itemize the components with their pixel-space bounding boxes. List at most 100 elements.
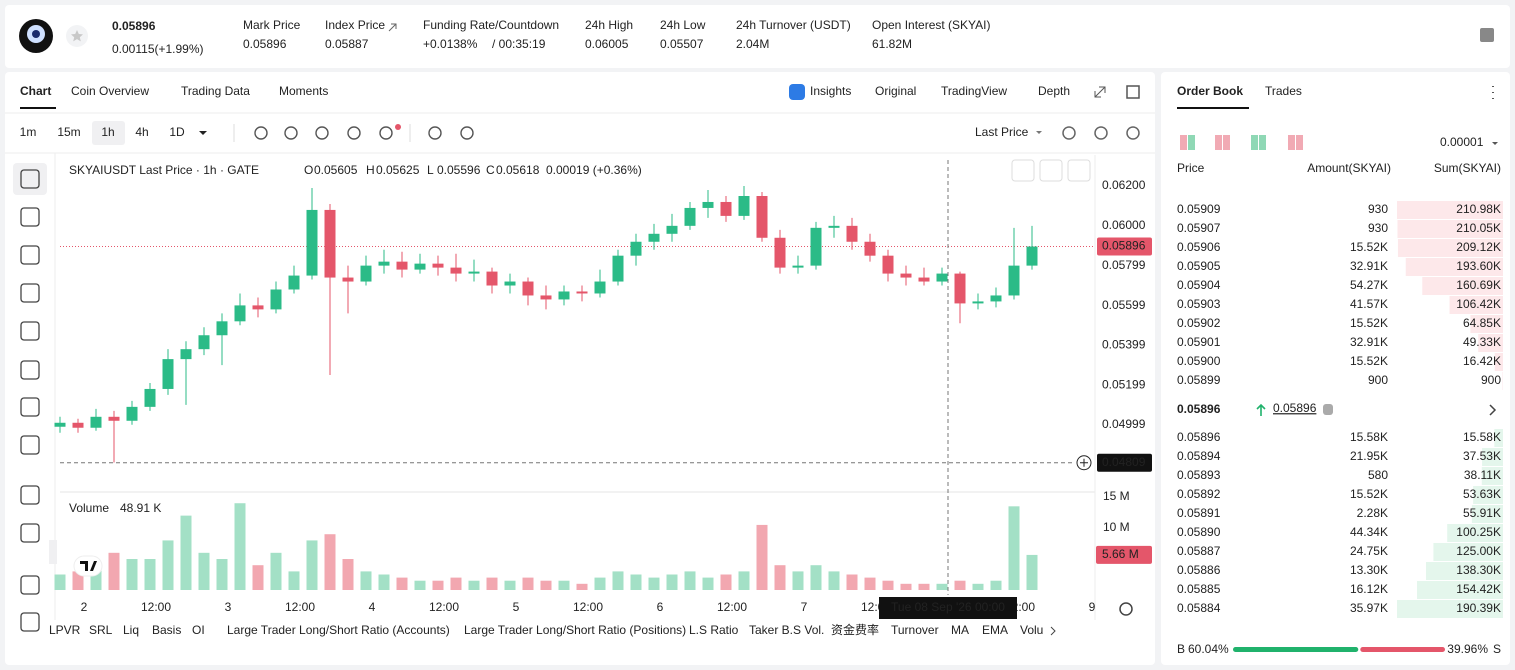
indicator-tab[interactable]: MA — [951, 623, 969, 637]
drawing-tool[interactable] — [20, 283, 40, 303]
chart-tab[interactable]: Trading Data — [181, 84, 250, 98]
toolbar-icon[interactable] — [284, 126, 298, 140]
toolbar-icon[interactable] — [379, 126, 393, 140]
indicator-tab[interactable]: Liq — [123, 623, 139, 637]
toolbar-icon[interactable] — [347, 126, 361, 140]
book-price[interactable]: 0.05909 — [1177, 202, 1221, 216]
book-view-icon[interactable] — [1296, 135, 1303, 150]
indicator-tab[interactable]: Taker B.S Vol. — [749, 623, 824, 637]
indicator-tab[interactable]: Volu — [1020, 623, 1043, 637]
chart-button[interactable] — [1067, 159, 1091, 182]
toolbar-icon[interactable] — [1094, 126, 1108, 140]
book-price[interactable]: 0.05899 — [1177, 373, 1221, 387]
stat-label[interactable]: Index Price — [325, 18, 385, 32]
book-price[interactable]: 0.05906 — [1177, 240, 1221, 254]
crosshair-add-plus — [1080, 458, 1088, 467]
view-tab[interactable]: Depth — [1038, 84, 1070, 98]
indicator-tab[interactable]: OI — [192, 623, 205, 637]
book-view-icon[interactable] — [1259, 135, 1266, 150]
book-price[interactable]: 0.05886 — [1177, 563, 1221, 577]
toolbar-icon[interactable] — [254, 126, 268, 140]
book-price[interactable]: 0.05885 — [1177, 582, 1221, 596]
book-view-icon[interactable] — [1215, 135, 1222, 150]
indicator-tab[interactable]: Large Trader Long/Short Ratio (Positions… — [464, 623, 686, 637]
stat-label[interactable]: Open Interest (SKYAI) — [872, 18, 991, 32]
drawing-tool[interactable] — [20, 169, 40, 189]
book-view-icon[interactable] — [1223, 135, 1230, 150]
order-book-tab[interactable]: Order Book — [1177, 84, 1243, 98]
chart-button[interactable] — [1011, 159, 1035, 182]
chart-button[interactable] — [1039, 159, 1063, 182]
depth-bar — [1397, 201, 1503, 219]
indicator-tab[interactable]: LPVR — [49, 623, 81, 637]
indicator-tab[interactable]: SRL — [89, 623, 113, 637]
indicator-tab[interactable]: EMA — [982, 623, 1008, 637]
interval-button[interactable]: 4h — [135, 125, 148, 139]
interval-button[interactable]: 1h — [101, 125, 114, 139]
price-source-select[interactable]: Last Price — [975, 125, 1029, 139]
drawing-tool[interactable] — [20, 397, 40, 417]
toolbar-icon[interactable] — [1126, 126, 1140, 140]
toolbar-icon[interactable] — [460, 126, 474, 140]
indicator-tab[interactable]: L.S Ratio — [689, 623, 739, 637]
view-tab[interactable]: Original — [875, 84, 916, 98]
book-price[interactable]: 0.05904 — [1177, 278, 1221, 292]
drawing-tool[interactable] — [20, 485, 40, 505]
view-tab[interactable]: Insights — [810, 84, 851, 98]
book-view-icon[interactable] — [1188, 135, 1195, 150]
indicator-tab[interactable]: Turnover — [891, 623, 939, 637]
book-price[interactable]: 0.05903 — [1177, 297, 1221, 311]
drawing-tool[interactable] — [20, 360, 40, 380]
precision-select[interactable]: 0.00001 — [1440, 135, 1484, 149]
window-icon[interactable] — [1126, 85, 1140, 99]
stat-label[interactable]: 24h Turnover (USDT) — [736, 18, 851, 32]
drawing-tool[interactable] — [20, 612, 40, 632]
notes-icon[interactable] — [1480, 28, 1494, 42]
volume-tag-text: 5.66 M — [1102, 547, 1139, 561]
indicator-tab[interactable]: Large Trader Long/Short Ratio (Accounts) — [227, 623, 450, 637]
drawing-tool[interactable] — [20, 321, 40, 341]
book-price[interactable]: 0.05893 — [1177, 468, 1221, 482]
book-price[interactable]: 0.05892 — [1177, 487, 1221, 501]
chart-tab[interactable]: Chart — [20, 84, 51, 98]
settings-icon[interactable] — [1119, 602, 1133, 616]
toolbar-icon[interactable] — [1062, 126, 1076, 140]
book-price[interactable]: 0.05902 — [1177, 316, 1221, 330]
indicator-scroll[interactable] — [1050, 626, 1056, 636]
book-price[interactable]: 0.05905 — [1177, 259, 1221, 273]
book-price[interactable]: 0.05900 — [1177, 354, 1221, 368]
drawing-tool[interactable] — [20, 245, 40, 265]
book-price[interactable]: 0.05896 — [1177, 430, 1221, 444]
order-book-tab[interactable]: Trades — [1265, 84, 1302, 98]
interval-button[interactable]: 15m — [57, 125, 80, 139]
book-view-icon[interactable] — [1251, 135, 1258, 150]
book-price[interactable]: 0.05894 — [1177, 449, 1221, 463]
chart-tab[interactable]: Moments — [279, 84, 328, 98]
book-price[interactable]: 0.05901 — [1177, 335, 1221, 349]
candle-body — [180, 349, 192, 360]
book-price[interactable]: 0.05887 — [1177, 544, 1221, 558]
drawing-tool[interactable] — [20, 523, 40, 543]
book-price[interactable]: 0.05890 — [1177, 525, 1221, 539]
book-view-icon[interactable] — [1180, 135, 1187, 150]
interval-button[interactable]: 1m — [20, 125, 37, 139]
toolbar-icon[interactable] — [428, 126, 442, 140]
stat-label[interactable]: Funding Rate/Countdown — [423, 18, 559, 32]
mid-chevron[interactable] — [1489, 404, 1497, 416]
book-view-icon[interactable] — [1288, 135, 1295, 150]
chart-tab[interactable]: Coin Overview — [71, 84, 149, 98]
book-price[interactable]: 0.05891 — [1177, 506, 1221, 520]
view-tab[interactable]: TradingView — [941, 84, 1007, 98]
interval-button[interactable]: 1D — [169, 125, 185, 139]
stat-label[interactable]: Mark Price — [243, 18, 301, 32]
indicator-tab[interactable]: Basis — [152, 623, 181, 637]
drawing-tool[interactable] — [20, 207, 40, 227]
indicator-tab[interactable]: 资金费率 — [831, 622, 879, 637]
toolbar-icon[interactable] — [315, 126, 329, 140]
expand-icon[interactable] — [1094, 86, 1106, 98]
drawing-tool[interactable] — [20, 435, 40, 455]
book-price[interactable]: 0.05884 — [1177, 601, 1221, 615]
book-price[interactable]: 0.05907 — [1177, 221, 1221, 235]
drawing-tool[interactable] — [20, 575, 40, 595]
candle-body — [396, 261, 408, 270]
